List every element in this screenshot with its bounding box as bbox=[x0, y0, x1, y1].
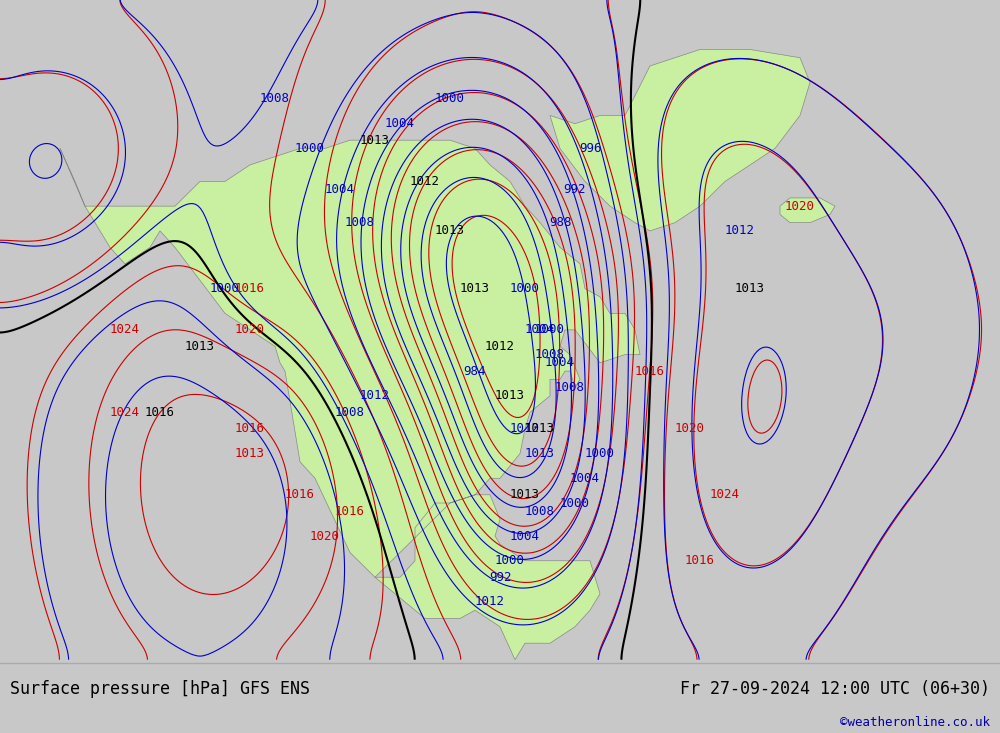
Text: 1000: 1000 bbox=[210, 282, 240, 295]
Text: 1020: 1020 bbox=[675, 422, 705, 435]
Text: 1000: 1000 bbox=[585, 447, 615, 460]
Text: 1012: 1012 bbox=[410, 175, 440, 188]
Text: 1020: 1020 bbox=[310, 529, 340, 542]
Text: 992: 992 bbox=[489, 571, 511, 583]
Text: 1016: 1016 bbox=[235, 282, 265, 295]
Text: 1024: 1024 bbox=[110, 406, 140, 419]
Text: 996: 996 bbox=[579, 142, 601, 155]
Text: 992: 992 bbox=[564, 183, 586, 196]
Text: 1008: 1008 bbox=[260, 92, 290, 106]
Text: 1004: 1004 bbox=[545, 356, 575, 369]
Text: 1016: 1016 bbox=[685, 554, 715, 567]
Text: 1013: 1013 bbox=[460, 282, 490, 295]
Text: 1012: 1012 bbox=[485, 340, 515, 353]
Text: 988: 988 bbox=[549, 216, 571, 229]
Text: 1012: 1012 bbox=[475, 595, 505, 608]
Text: 1004: 1004 bbox=[385, 117, 415, 130]
Text: 1004: 1004 bbox=[570, 472, 600, 485]
Text: 1012: 1012 bbox=[360, 389, 390, 402]
Text: 1016: 1016 bbox=[285, 488, 315, 501]
Text: 1020: 1020 bbox=[785, 199, 815, 213]
Polygon shape bbox=[60, 140, 640, 660]
Text: 1000: 1000 bbox=[295, 142, 325, 155]
Text: 1013: 1013 bbox=[735, 282, 765, 295]
Text: 1004: 1004 bbox=[525, 323, 555, 336]
Text: 1013: 1013 bbox=[360, 133, 390, 147]
Text: 1008: 1008 bbox=[345, 216, 375, 229]
Text: 1000: 1000 bbox=[535, 323, 565, 336]
Text: 1012: 1012 bbox=[725, 224, 755, 237]
Text: 984: 984 bbox=[464, 364, 486, 377]
Text: 1013: 1013 bbox=[525, 447, 555, 460]
Text: 1000: 1000 bbox=[435, 92, 465, 106]
Text: 1004: 1004 bbox=[325, 183, 355, 196]
Text: ©weatheronline.co.uk: ©weatheronline.co.uk bbox=[840, 715, 990, 729]
Text: 1016: 1016 bbox=[235, 422, 265, 435]
Text: 1000: 1000 bbox=[495, 554, 525, 567]
Text: 1000: 1000 bbox=[560, 496, 590, 509]
Text: 1000: 1000 bbox=[510, 282, 540, 295]
Text: Surface pressure [hPa] GFS ENS: Surface pressure [hPa] GFS ENS bbox=[10, 680, 310, 698]
Text: 1016: 1016 bbox=[635, 364, 665, 377]
Text: 1008: 1008 bbox=[535, 348, 565, 361]
Text: 1013: 1013 bbox=[510, 488, 540, 501]
Text: Fr 27-09-2024 12:00 UTC (06+30): Fr 27-09-2024 12:00 UTC (06+30) bbox=[680, 680, 990, 698]
Text: 1013: 1013 bbox=[235, 447, 265, 460]
Text: 1013: 1013 bbox=[185, 340, 215, 353]
Text: 1013: 1013 bbox=[495, 389, 525, 402]
Text: 1013: 1013 bbox=[435, 224, 465, 237]
Text: 1024: 1024 bbox=[110, 323, 140, 336]
Text: 1016: 1016 bbox=[145, 406, 175, 419]
Text: 1016: 1016 bbox=[335, 505, 365, 517]
Text: 1013: 1013 bbox=[525, 422, 555, 435]
Polygon shape bbox=[550, 49, 810, 231]
Text: 1024: 1024 bbox=[710, 488, 740, 501]
Polygon shape bbox=[780, 198, 835, 223]
Text: 1008: 1008 bbox=[335, 406, 365, 419]
Text: 1020: 1020 bbox=[235, 323, 265, 336]
Text: 1008: 1008 bbox=[525, 505, 555, 517]
Text: 1004: 1004 bbox=[510, 529, 540, 542]
Text: 1008: 1008 bbox=[555, 381, 585, 394]
Text: 1012: 1012 bbox=[510, 422, 540, 435]
